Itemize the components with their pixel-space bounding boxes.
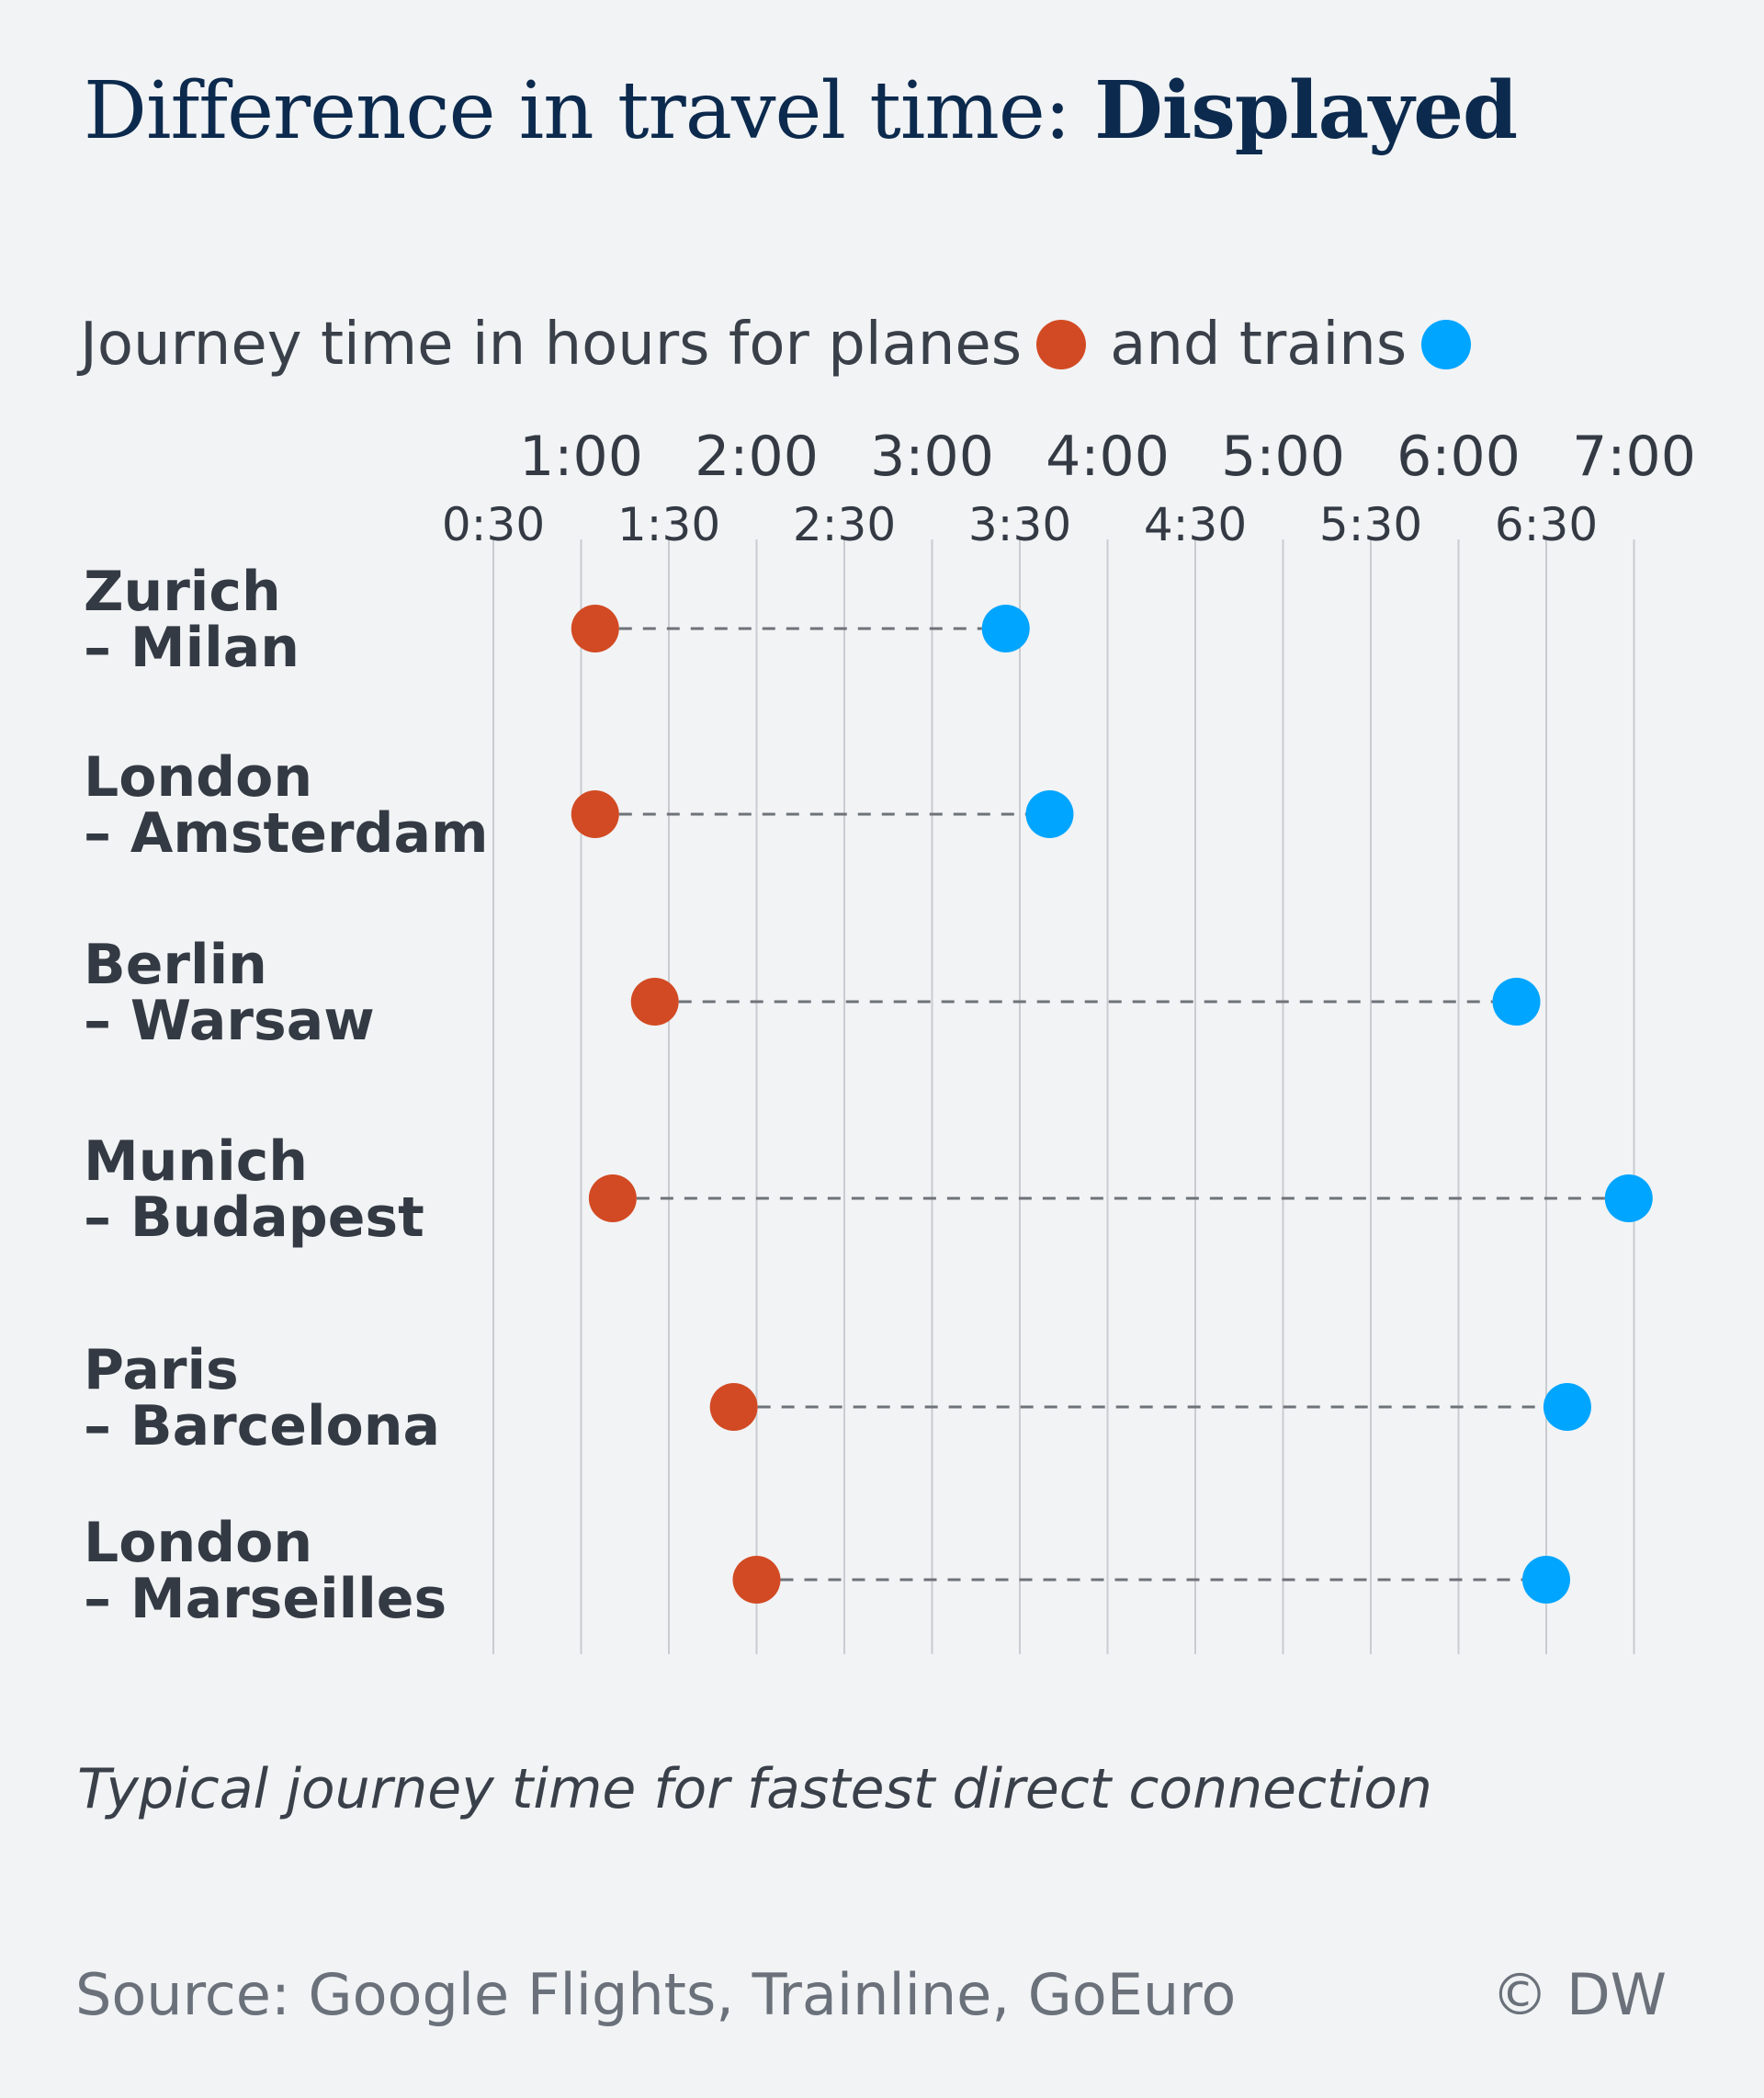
copyright-credit: © DW	[1491, 1961, 1667, 2028]
minor-tick-label: 0:30	[442, 498, 545, 551]
route-label-origin: Paris	[84, 1338, 239, 1402]
train-dot	[981, 605, 1030, 652]
major-tick-label: 5:00	[1221, 425, 1345, 489]
legend-train-dot	[1421, 320, 1472, 369]
minor-tick-label: 2:30	[793, 498, 896, 551]
legend: Journey time in hours for planes and tra…	[80, 311, 1472, 379]
title-bold: Displayed	[1094, 64, 1518, 157]
plane-dot	[571, 790, 619, 838]
route-label-destination: – Warsaw	[84, 989, 375, 1053]
minor-tick-label: 1:30	[617, 498, 720, 551]
minor-tick-label: 4:30	[1144, 498, 1247, 551]
route-label-destination: – Marseilles	[84, 1567, 447, 1631]
chart-note: Typical journey time for fastest direct …	[77, 1757, 1432, 1821]
legend-planes-label: Journey time in hours for planes	[80, 311, 1023, 379]
route-label-destination: – Amsterdam	[84, 801, 488, 866]
dot-plot-chart: 1:00 2:00 3:00 4:00 5:00 6:00 7:00 0:30 1:30 2:30…	[84, 425, 1696, 1654]
plane-dot	[732, 1556, 781, 1604]
major-tick-label: 4:00	[1046, 425, 1170, 489]
minor-tick-label: 6:30	[1495, 498, 1598, 551]
route-label-origin: Berlin	[84, 933, 267, 997]
route-label-destination: – Barcelona	[84, 1394, 440, 1458]
route-label-origin: London	[84, 745, 312, 810]
chart-title: Difference in travel time: Displayed	[84, 64, 1518, 157]
route-label-destination: – Budapest	[84, 1185, 424, 1250]
train-dot	[1604, 1174, 1653, 1222]
train-dot	[1492, 978, 1541, 1026]
plane-dot	[630, 978, 679, 1026]
major-tick-label: 6:00	[1396, 425, 1521, 489]
minor-tick-label: 5:30	[1319, 498, 1422, 551]
major-tick-label: 2:00	[695, 425, 819, 489]
major-tick-label: 3:00	[870, 425, 994, 489]
major-tick-label: 7:00	[1572, 425, 1696, 489]
title-regular: Difference in travel time:	[84, 65, 1095, 157]
train-dot	[1025, 790, 1074, 838]
route-label-origin: London	[84, 1511, 312, 1575]
plane-dot	[709, 1383, 758, 1431]
plane-dot	[571, 605, 619, 652]
minor-tick-label: 3:30	[968, 498, 1071, 551]
major-tick-label: 1:00	[519, 425, 643, 489]
route-label-destination: – Milan	[84, 616, 300, 680]
train-dot	[1543, 1383, 1591, 1431]
train-dot	[1522, 1556, 1570, 1604]
source-credit: Source: Google Flights, Trainline, GoEur…	[75, 1961, 1237, 2028]
route-label-origin: Zurich	[84, 560, 281, 624]
route-label-origin: Munich	[84, 1129, 308, 1194]
legend-trains-label: and trains	[1110, 311, 1408, 379]
plane-dot	[588, 1174, 637, 1222]
legend-plane-dot	[1036, 320, 1087, 369]
